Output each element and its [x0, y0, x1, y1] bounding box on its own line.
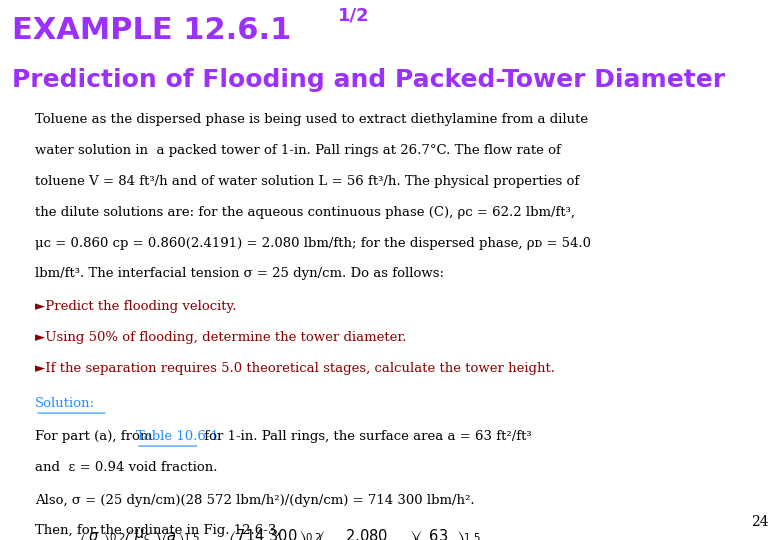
Text: Also, σ = (25 dyn/cm)(28 572 lbm/h²)/(dyn/cm) = 714 300 lbm/h².: Also, σ = (25 dyn/cm)(28 572 lbm/h²)/(dy… [35, 494, 475, 507]
Text: EXAMPLE 12.6.1: EXAMPLE 12.6.1 [12, 16, 291, 45]
Text: Solution:: Solution: [35, 397, 95, 410]
Text: Toluene as the dispersed phase is being used to extract diethylamine from a dilu: Toluene as the dispersed phase is being … [35, 113, 588, 126]
Text: Prediction of Flooding and Packed-Tower Diameter: Prediction of Flooding and Packed-Tower … [12, 68, 725, 91]
Text: For part (a), from: For part (a), from [35, 430, 157, 443]
Text: ►Predict the flooding velocity.: ►Predict the flooding velocity. [35, 300, 236, 313]
Text: lbm/ft³. The interfacial tension σ = 25 dyn/cm. Do as follows:: lbm/ft³. The interfacial tension σ = 25 … [35, 267, 444, 280]
Text: Table 10.6-1: Table 10.6-1 [136, 430, 218, 443]
Text: ►If the separation requires 5.0 theoretical stages, calculate the tower height.: ►If the separation requires 5.0 theoreti… [35, 362, 555, 375]
Text: water solution in  a packed tower of 1-in. Pall rings at 26.7°C. The flow rate o: water solution in a packed tower of 1-in… [35, 144, 561, 157]
Text: $\left(\dfrac{\sigma}{\rho_c}\right)^{\!0.2}\!\left(\dfrac{\mu_c}{\Delta\rho}\ri: $\left(\dfrac{\sigma}{\rho_c}\right)^{\!… [78, 527, 481, 540]
Text: Then, for the ordinate in Fig. 12.6-3,: Then, for the ordinate in Fig. 12.6-3, [35, 524, 281, 537]
Text: 24: 24 [750, 515, 768, 529]
Text: and  ε = 0.94 void fraction.: and ε = 0.94 void fraction. [35, 461, 218, 474]
Text: toluene V = 84 ft³/h and of water solution L = 56 ft³/h. The physical properties: toluene V = 84 ft³/h and of water soluti… [35, 175, 580, 188]
Text: μᴄ = 0.860 cp = 0.860(2.4191) = 2.080 lbm/fth; for the dispersed phase, ρᴅ = 54.: μᴄ = 0.860 cp = 0.860(2.4191) = 2.080 lb… [35, 237, 591, 249]
Text: ►Using 50% of flooding, determine the tower diameter.: ►Using 50% of flooding, determine the to… [35, 331, 406, 344]
Text: 1/2: 1/2 [338, 6, 370, 24]
Text: for 1-in. Pall rings, the surface area a = 63 ft²/ft³: for 1-in. Pall rings, the surface area a… [200, 430, 531, 443]
Text: the dilute solutions are: for the aqueous continuous phase (C), ρᴄ = 62.2 lbm/ft: the dilute solutions are: for the aqueou… [35, 206, 575, 219]
